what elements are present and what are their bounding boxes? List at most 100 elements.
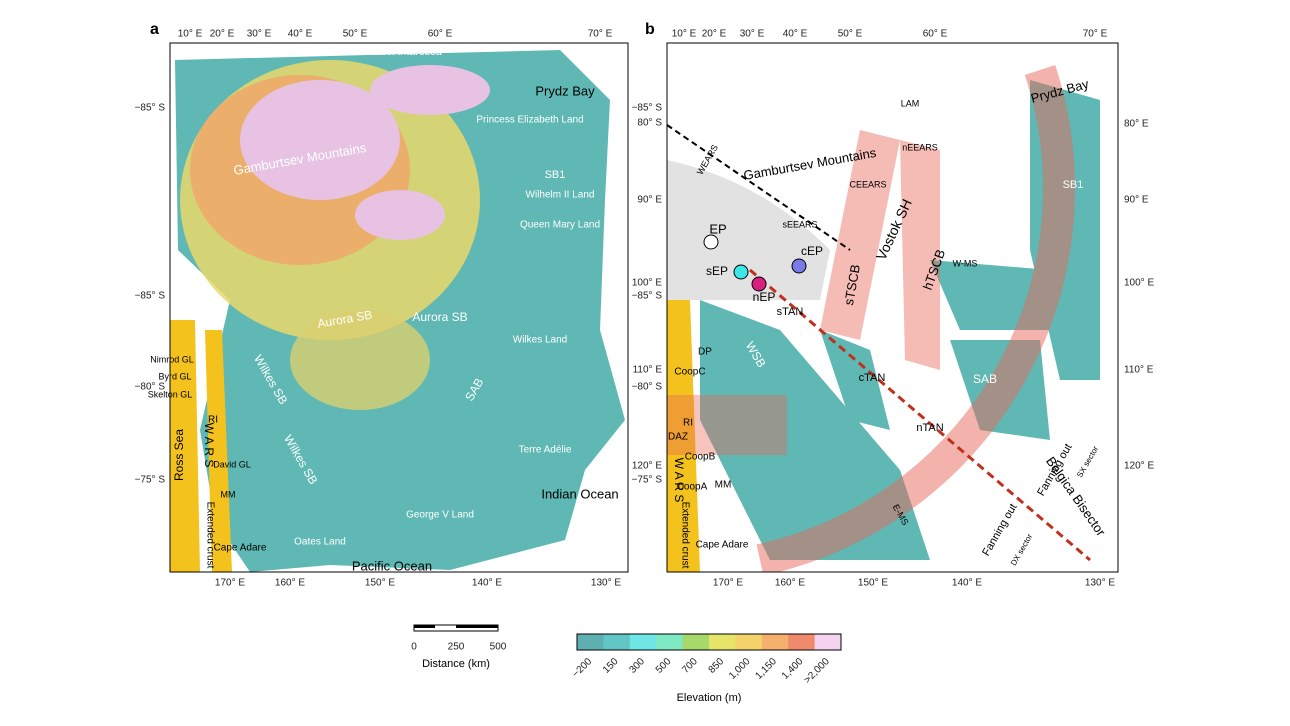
place-label: LAM — [901, 98, 920, 108]
colorbar-tick: 1,000 — [727, 656, 753, 682]
lat-label: 90° E — [637, 195, 662, 206]
place-label: CEEARS — [849, 179, 886, 189]
lat-label: 80° E — [1124, 119, 1149, 130]
colorbar-tick: −200 — [570, 656, 594, 680]
place-label: Terre Adélie — [519, 445, 572, 456]
lat-label: −85° S — [135, 291, 166, 302]
colorbar-segment — [656, 634, 684, 650]
place-label: Pacific Ocean — [352, 558, 432, 573]
colorbar-label: Elevation (m) — [677, 692, 742, 704]
panel-letter: b — [645, 21, 655, 38]
place-label: Wilhelm II Land — [526, 190, 595, 201]
place-label: Prydz Bay — [535, 83, 595, 98]
place-label: RI — [208, 415, 218, 426]
place-label: Extended crust — [204, 502, 215, 569]
colorbar-segment — [603, 634, 631, 650]
place-label: RI — [683, 418, 693, 429]
lon-label: 70° E — [588, 29, 613, 40]
lon-label: 170° E — [215, 578, 245, 589]
place-label: Nimrod GL — [150, 354, 194, 364]
lon-label: 150° E — [858, 578, 888, 589]
place-label: nTAN — [916, 422, 943, 434]
place-label: Wilkes Land — [513, 335, 567, 346]
lat-label: 120° E — [632, 461, 662, 472]
scale-bar — [414, 625, 435, 628]
colorbar-tick: 1,150 — [754, 656, 780, 682]
lon-label: 140° E — [952, 578, 982, 589]
lat-label: 110° E — [1124, 365, 1154, 376]
place-label: nEP — [753, 290, 776, 304]
lon-label: 10° E — [672, 29, 697, 40]
scale-bar — [456, 625, 498, 628]
lon-label: 130° E — [591, 578, 621, 589]
lon-label: 60° E — [923, 29, 948, 40]
lat-label: 80° S — [637, 118, 662, 129]
lat-label: −85° S — [135, 103, 166, 114]
place-label: W-MS — [953, 258, 978, 268]
lon-label: 20° E — [210, 29, 235, 40]
place-label: W A R S — [672, 458, 686, 503]
place-label: SAB — [973, 372, 997, 386]
lon-label: 130° E — [1085, 578, 1115, 589]
scale-tick: 0 — [411, 642, 417, 653]
lat-label: −75° S — [632, 475, 663, 486]
lon-label: 10° E — [178, 29, 203, 40]
place-label: East Antarctica — [368, 46, 442, 58]
frame-a — [169, 42, 629, 573]
colorbar-segment — [629, 634, 657, 650]
place-label: MM — [715, 480, 732, 491]
colorbar-tick: 700 — [680, 656, 700, 676]
frame-b — [666, 42, 1119, 573]
place-label: Indian Ocean — [541, 486, 618, 501]
colorbar-tick: 300 — [627, 656, 647, 676]
place-label: nEEARS — [902, 142, 938, 152]
colorbar-segment — [577, 634, 604, 650]
place-label: Skelton GL — [148, 389, 193, 399]
lon-label: 40° E — [288, 29, 313, 40]
lon-label: 20° E — [702, 29, 727, 40]
colorbar-segment — [814, 634, 842, 650]
lon-label: 70° E — [1083, 29, 1108, 40]
scale-tick: 250 — [448, 642, 465, 653]
map-b — [667, 43, 1118, 572]
lon-label: 60° E — [428, 29, 453, 40]
lat-label: −85° S — [632, 291, 663, 302]
place-label: SB1 — [1063, 179, 1084, 191]
place-label: Cape Adare — [214, 543, 267, 554]
colorbar-segment — [682, 634, 710, 650]
lat-label: 100° E — [1124, 278, 1154, 289]
colorbar-tick: 500 — [654, 656, 674, 676]
colorbar-tick: >2,000 — [802, 656, 832, 686]
lon-label: 30° E — [247, 29, 272, 40]
place-label: CoopB — [685, 452, 716, 463]
lon-label: 30° E — [740, 29, 765, 40]
scale-tick: 500 — [490, 642, 507, 653]
place-label: W A R S — [202, 423, 216, 468]
panel-letter: a — [150, 21, 159, 38]
place-label: Aurora SB — [412, 310, 467, 324]
colorbar-frame — [576, 633, 842, 651]
lat-label: −80° S — [135, 382, 166, 393]
lat-label: −75° S — [135, 475, 166, 486]
place-label: Ross Sea — [172, 429, 186, 481]
place-label: DAZ — [668, 432, 688, 443]
place-label: sTAN — [777, 306, 804, 318]
scale-label: Distance (km) — [422, 658, 490, 670]
lon-label: 50° E — [838, 29, 863, 40]
lat-label: −85° S — [632, 103, 663, 114]
lon-label: 160° E — [775, 578, 805, 589]
place-label: Byrd GL — [158, 371, 191, 381]
lon-label: 150° E — [365, 578, 395, 589]
lat-label: 110° E — [633, 365, 663, 376]
map-a — [170, 43, 628, 572]
lat-label: −80° S — [632, 382, 663, 393]
place-label: Princess Elizabeth Land — [476, 115, 583, 126]
place-label: CoopA — [677, 482, 708, 493]
lon-label: 170° E — [713, 578, 743, 589]
colorbar-segment — [735, 634, 763, 650]
colorbar-segment — [709, 634, 736, 650]
place-label: cEP — [801, 244, 823, 258]
place-label: cTAN — [859, 372, 886, 384]
place-label: sEEARS — [782, 219, 817, 229]
lon-label: 50° E — [343, 29, 368, 40]
